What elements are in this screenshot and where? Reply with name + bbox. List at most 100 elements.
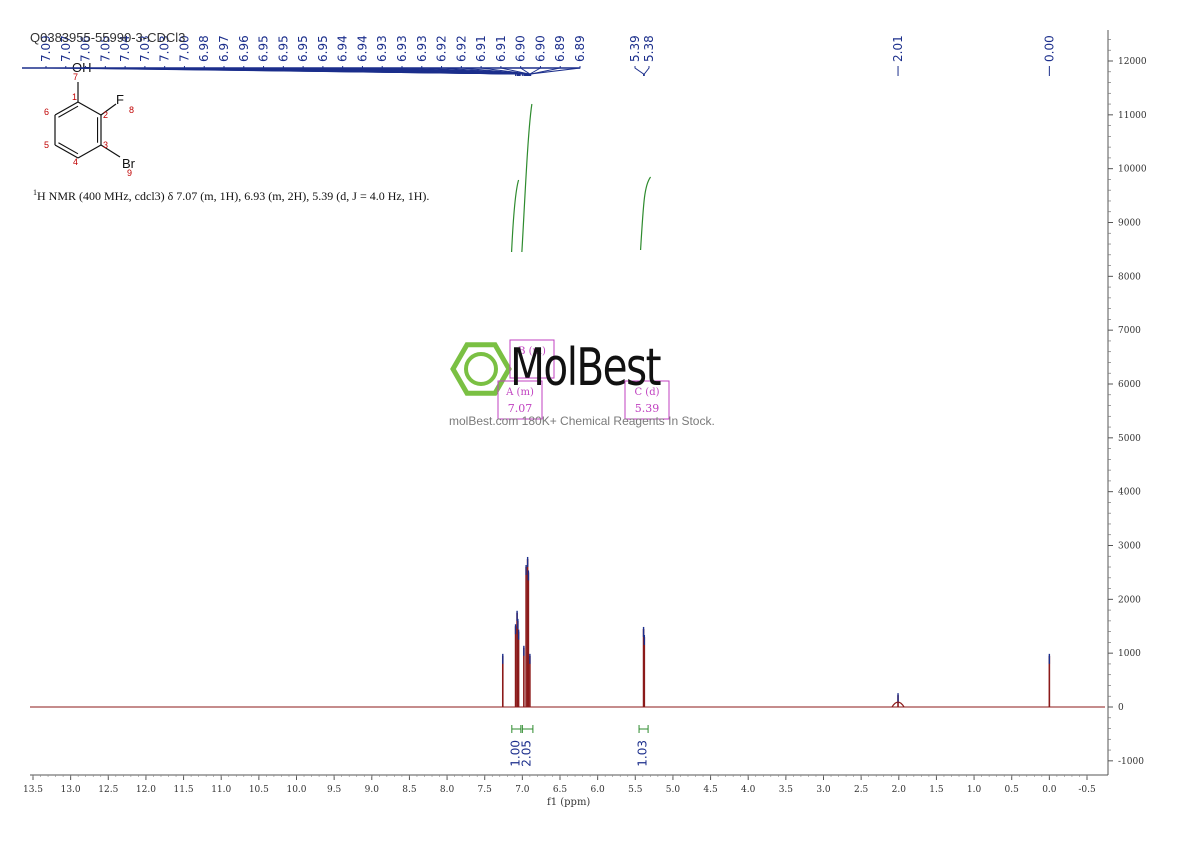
x-tick-label: 7.5 xyxy=(478,785,493,795)
peak-label: 0.00 xyxy=(1042,35,1056,62)
peak-label: 6.95 xyxy=(257,35,271,62)
peak-label: 7.09 xyxy=(39,35,53,62)
atom-number: 3 xyxy=(103,140,108,150)
ring-bond xyxy=(54,101,79,116)
y-tick-label: 6000 xyxy=(1118,380,1141,390)
atom-number: 7 xyxy=(73,72,78,82)
x-tick-label: 13.0 xyxy=(61,785,81,795)
ring-bond xyxy=(77,101,102,116)
integral-curves xyxy=(510,103,652,253)
peak-label: 6.92 xyxy=(435,35,449,62)
sample-id: Q0383955-55990-3-CDCl3 xyxy=(30,30,186,45)
y-tick-label: 2000 xyxy=(1118,595,1141,605)
peak-label: 6.98 xyxy=(197,35,211,62)
peak-label: 6.89 xyxy=(573,35,587,62)
atom-number: 1 xyxy=(72,92,77,102)
peak-label-connector xyxy=(530,66,581,76)
peak-label-connector xyxy=(643,66,650,76)
multiplet-boxes: A (m) 7.07 B (m) C (d) 5.39 xyxy=(497,339,670,420)
y-tick-label: 10000 xyxy=(1118,165,1147,175)
peak-label: 7.00 xyxy=(177,35,191,62)
peak-label: 6.91 xyxy=(474,35,488,62)
peak-label: 6.95 xyxy=(296,35,310,62)
x-tick-label: 4.0 xyxy=(741,785,756,795)
nmr-description: 1H NMR (400 MHz, cdcl3) δ 7.07 (m, 1H), … xyxy=(33,188,429,204)
x-tick-label: 8.5 xyxy=(402,785,417,795)
y-tick-label: 1000 xyxy=(1118,649,1141,659)
atom-number: 2 xyxy=(103,110,108,120)
x-tick-label: 8.0 xyxy=(440,785,455,795)
x-tick-label: 2.5 xyxy=(854,785,869,795)
x-tick-label: 12.0 xyxy=(136,785,156,795)
peak-label: 7.03 xyxy=(138,35,152,62)
multiplet-box xyxy=(624,380,670,420)
peak-label-connector xyxy=(529,66,541,76)
y-tick-label: 9000 xyxy=(1118,219,1141,229)
y-axis: -1000 0 1000 2000 3000 4000 5000 6000 7000 8000 90… xyxy=(1107,30,1147,775)
peak-label-connector xyxy=(460,66,529,76)
integral-curve xyxy=(521,103,533,253)
peak-label: 6.95 xyxy=(316,35,330,62)
multiplet-label: C (d) xyxy=(634,387,659,398)
atom-label-f: F xyxy=(116,92,124,107)
y-tick-label: 5000 xyxy=(1118,434,1141,444)
multiplet-shift: 5.39 xyxy=(635,402,660,415)
integral-curve xyxy=(639,176,652,251)
peak-label: 6.95 xyxy=(276,35,290,62)
peak-label: 7.04 xyxy=(118,35,132,62)
peak-label: 6.93 xyxy=(375,35,389,62)
peak-label: 6.94 xyxy=(336,35,350,62)
broad-peak xyxy=(891,701,905,708)
x-tick-label: 9.5 xyxy=(327,785,342,795)
bond-br xyxy=(100,144,121,158)
peak-labels: 7.09 7.07 7.06 7.05 7.04 7.03 7.03 7.00 6.98 6.97… xyxy=(22,35,1056,76)
x-axis: 13.5 13.0 12.5 12.0 11.5 11.0 10.5 10.0 9.5 9.0 8.… xyxy=(23,774,1108,795)
x-tick-label: 5.0 xyxy=(666,785,681,795)
peak-label: 7.05 xyxy=(98,35,112,62)
watermark-brand: MolBest xyxy=(510,338,662,398)
peak-label: 6.94 xyxy=(355,35,369,62)
atom-number: 6 xyxy=(44,107,49,117)
multiplet-shift: 7.07 xyxy=(508,402,533,415)
peak-label-connector xyxy=(634,66,645,76)
peak-label-connector xyxy=(421,66,529,76)
x-tick-label: -0.5 xyxy=(1078,785,1096,795)
multiplet-label: A (m) xyxy=(505,387,534,398)
bond-f xyxy=(100,103,117,116)
peak-label: 6.91 xyxy=(494,35,508,62)
integral-value: 1.00 xyxy=(508,740,522,767)
watermark-hexagon xyxy=(450,342,512,396)
x-tick-label: 13.5 xyxy=(23,785,43,795)
x-tick-label: 11.5 xyxy=(174,785,194,795)
y-tick-label: 8000 xyxy=(1118,272,1141,282)
x-tick-label: 2.0 xyxy=(892,785,907,795)
x-tick-label: 7.0 xyxy=(515,785,530,795)
peak-label: 6.90 xyxy=(533,35,547,62)
peak-label: 7.03 xyxy=(158,35,172,62)
y-tick-label: -1000 xyxy=(1118,757,1144,767)
atom-number: 9 xyxy=(127,168,132,178)
y-tick-label: 0 xyxy=(1118,703,1124,713)
x-tick-label: 10.5 xyxy=(249,785,269,795)
peak-label: 6.96 xyxy=(237,35,251,62)
peak-label-connector xyxy=(500,66,530,76)
multiplet-box xyxy=(497,380,543,420)
watermark-tagline: molBest.com 180K+ Chemical Reagents In S… xyxy=(449,414,715,428)
atom-label-br: Br xyxy=(122,156,136,171)
x-tick-label: 6.0 xyxy=(590,785,605,795)
peak-label: 6.90 xyxy=(514,35,528,62)
x-tick-label: 5.5 xyxy=(628,785,643,795)
y-tick-label: 3000 xyxy=(1118,542,1141,552)
x-tick-label: 0.5 xyxy=(1005,785,1020,795)
peak-label: 6.89 xyxy=(553,35,567,62)
x-tick-label: 1.5 xyxy=(929,785,944,795)
peak-label: 2.01 xyxy=(891,35,905,62)
atom-number: 8 xyxy=(129,105,134,115)
ring-bond xyxy=(54,144,79,159)
spectrum-peaks xyxy=(501,556,1051,708)
y-tick-label: 12000 xyxy=(1118,57,1147,67)
ring-double-bond xyxy=(58,142,79,155)
x-tick-label: 4.5 xyxy=(703,785,718,795)
atom-number: 4 xyxy=(73,157,78,167)
